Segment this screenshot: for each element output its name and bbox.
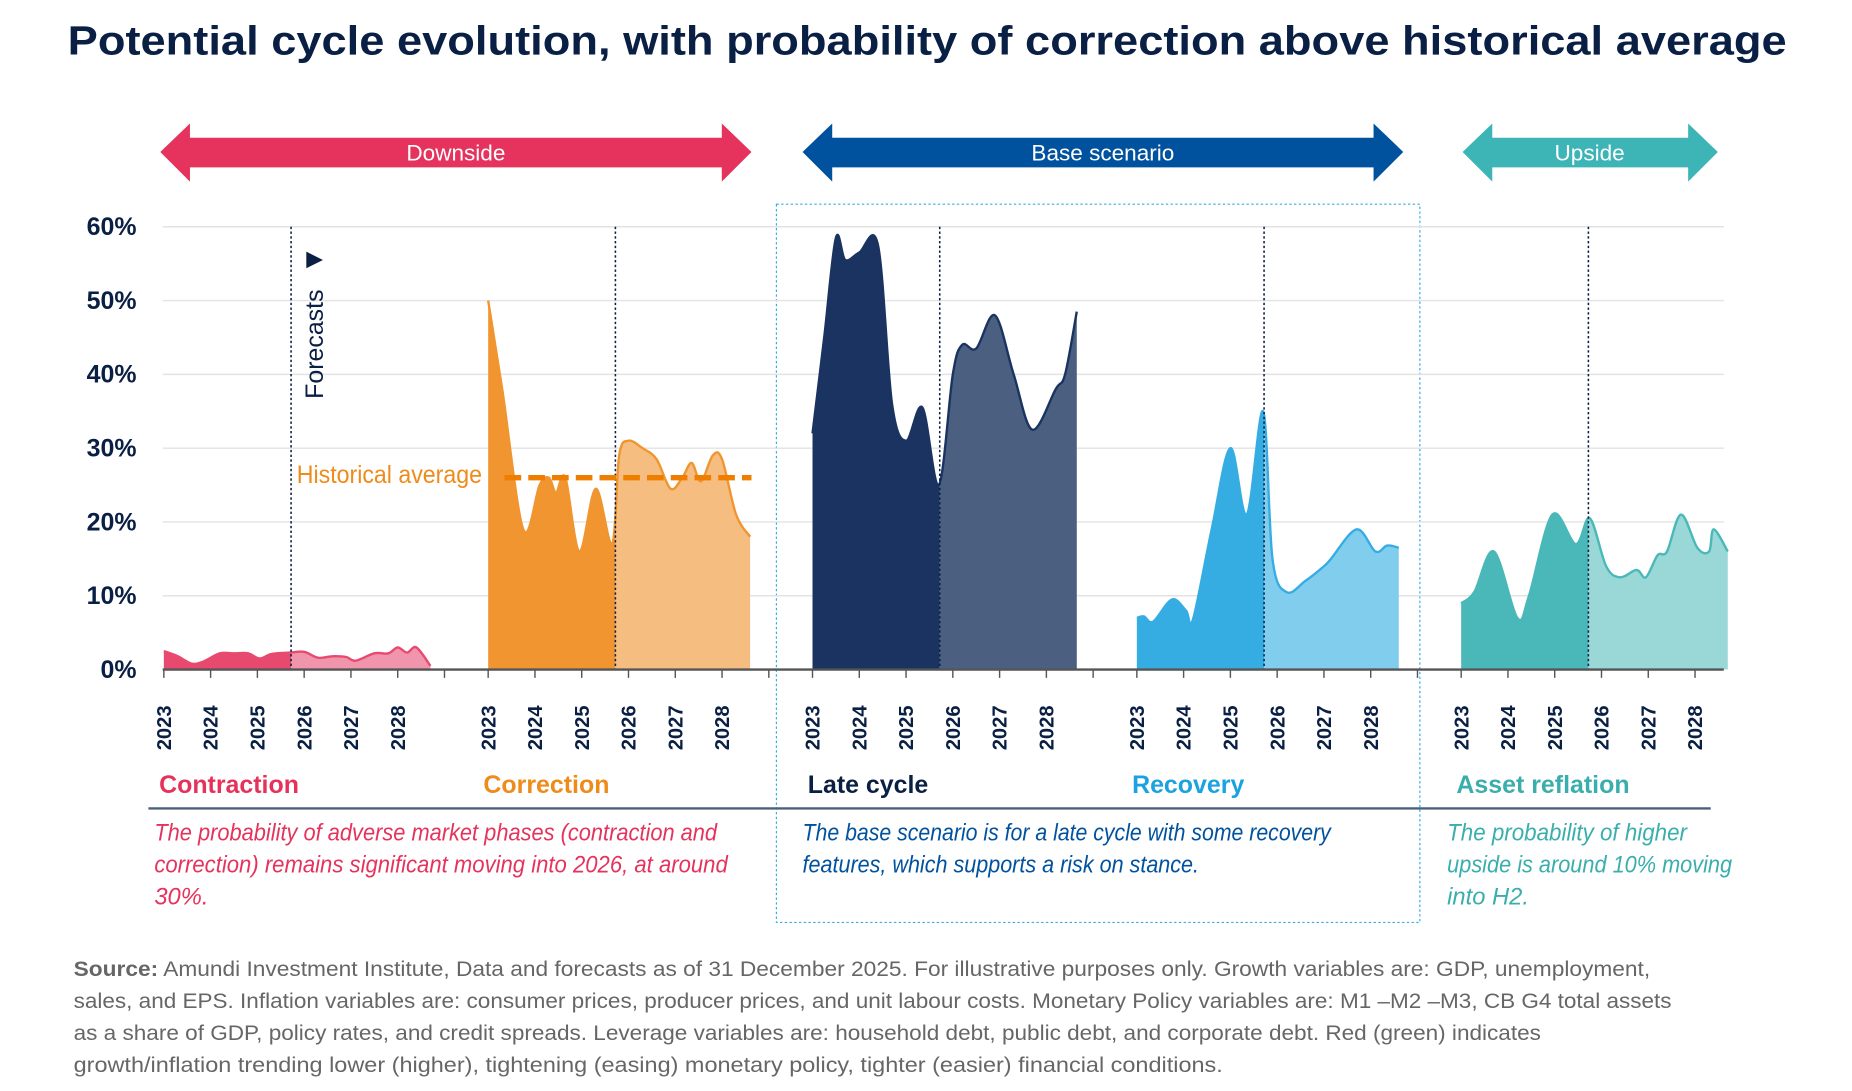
upside-label: Upside [1555, 140, 1625, 165]
series-contraction [163, 645, 432, 670]
upside-arrow-shape [1462, 123, 1718, 182]
x-tick-label: 2024 [1498, 705, 1520, 751]
series-correction [487, 300, 752, 670]
x-tick-label: 2026 [1592, 705, 1614, 750]
x-tick-label: 2025 [1221, 705, 1243, 750]
base-scenario-label: Base scenario [1031, 140, 1174, 165]
source-line: as a share of GDP, policy rates, and cre… [74, 1021, 1541, 1045]
x-tick-label: 2028 [1037, 705, 1059, 750]
y-tick-label: 40% [87, 361, 137, 389]
note-line: 30%. [154, 885, 208, 911]
series-late-cycle [811, 233, 1078, 670]
historical-average-label: Historical average [297, 461, 482, 489]
x-tick-label: 2024 [1174, 705, 1196, 751]
x-tick-label: 2026 [294, 705, 316, 750]
note-line: correction) remains significant moving i… [154, 853, 728, 879]
upside-note: The probability of higher upside is arou… [1447, 821, 1732, 911]
source-line: Source: Amundi Investment Institute, Dat… [74, 957, 1651, 981]
downside-label: Downside [406, 140, 505, 165]
series-line [1460, 512, 1729, 622]
x-tick-label: 2028 [388, 705, 410, 750]
source-line: sales, and EPS. Inflation variables are:… [74, 989, 1672, 1013]
base-scenario-box [775, 203, 1421, 924]
area-forecast [939, 311, 1077, 670]
x-tick-label: 2023 [478, 705, 500, 750]
note-line: The base scenario is for a late cycle wi… [803, 821, 1333, 847]
area-historical [812, 234, 940, 670]
phase-label: Recovery [1132, 771, 1244, 799]
downside-arrow: Downside [160, 123, 752, 182]
x-tick-label: 2028 [1685, 705, 1707, 750]
x-tick-label: 2027 [1638, 705, 1660, 750]
x-tick-label: 2023 [1451, 705, 1473, 750]
base-scenario-arrow: Base scenario [802, 123, 1404, 182]
y-tick-label: 50% [87, 287, 137, 315]
area-forecast [1588, 514, 1728, 670]
downside-note: The probability of adverse market phases… [154, 821, 728, 911]
phase-label: Correction [483, 771, 609, 799]
y-tick-label: 10% [87, 582, 137, 610]
note-line: The probability of adverse market phases… [154, 821, 717, 847]
downside-arrow-shape [160, 123, 752, 182]
y-tick-label: 0% [101, 656, 137, 684]
source-label: Source: [74, 957, 159, 981]
x-tick-label: 2025 [1545, 705, 1567, 750]
x-tick-label: 2023 [1127, 705, 1149, 750]
source-line: growth/inflation trending lower (higher)… [74, 1053, 1223, 1077]
x-tick-label: 2024 [525, 705, 547, 751]
base-arrow-shape [802, 123, 1404, 182]
source-text: Amundi Investment Institute, Data and fo… [158, 957, 1650, 981]
x-tick-label: 2028 [712, 705, 734, 750]
x-tick-label: 2026 [619, 705, 641, 750]
note-line: into H2. [1447, 885, 1529, 911]
x-tick-label: 2024 [849, 705, 871, 751]
x-tick-label: 2028 [1361, 705, 1383, 750]
x-tick-label: 2025 [572, 705, 594, 750]
y-tick-label: 60% [87, 213, 137, 241]
series-recovery [1136, 410, 1400, 670]
x-tick-label: 2027 [1314, 705, 1336, 750]
x-tick-label: 2026 [1267, 705, 1289, 750]
area-historical [1461, 513, 1589, 670]
series-line [163, 645, 432, 667]
upside-arrow: Upside [1462, 123, 1718, 182]
x-tick-label: 2023 [803, 705, 825, 750]
x-axis: 2023 2024 2025 2026 2027 2028 2023 2024 2025 2026… [154, 668, 1724, 751]
area-forecast [1264, 414, 1399, 670]
x-tick-label: 2027 [990, 705, 1012, 750]
source-note: Source: Amundi Investment Institute, Dat… [74, 957, 1672, 1077]
base-note: The base scenario is for a late cycle wi… [803, 821, 1333, 879]
note-line: features, which supports a risk on stanc… [803, 853, 1200, 879]
chart-title: Potential cycle evolution, with probabil… [68, 18, 1787, 64]
note-line: upside is around 10% moving [1447, 853, 1732, 879]
x-tick-label: 2023 [154, 705, 176, 750]
phase-labels: Contraction Correction Late cycle Recovery A… [159, 771, 1629, 799]
x-tick-label: 2024 [201, 705, 223, 751]
phase-label: Asset reflation [1456, 771, 1629, 799]
note-line: The probability of higher [1447, 821, 1688, 847]
x-tick-label: 2026 [943, 705, 965, 750]
forecasts-arrow-icon [306, 251, 323, 269]
y-tick-label: 30% [87, 434, 137, 462]
x-tick-label: 2025 [896, 705, 918, 750]
phase-label: Late cycle [808, 771, 929, 799]
y-tick-label: 20% [87, 508, 137, 536]
x-tick-label: 2025 [248, 705, 270, 750]
area-historical [163, 651, 292, 670]
series-line [811, 233, 1078, 487]
series-areas [163, 233, 1729, 670]
x-tick-label: 2027 [341, 705, 363, 750]
phase-label: Contraction [159, 771, 299, 799]
y-axis-ticks: 0% 10% 20% 30% 40% 50% 60% [87, 213, 137, 684]
series-line [1136, 410, 1400, 626]
area-historical [1136, 411, 1265, 670]
area-forecast [291, 647, 431, 670]
area-forecast [615, 440, 751, 670]
x-tick-label: 2027 [665, 705, 687, 750]
forecasts-label: Forecasts [301, 289, 329, 398]
series-asset-reflation [1460, 512, 1729, 670]
